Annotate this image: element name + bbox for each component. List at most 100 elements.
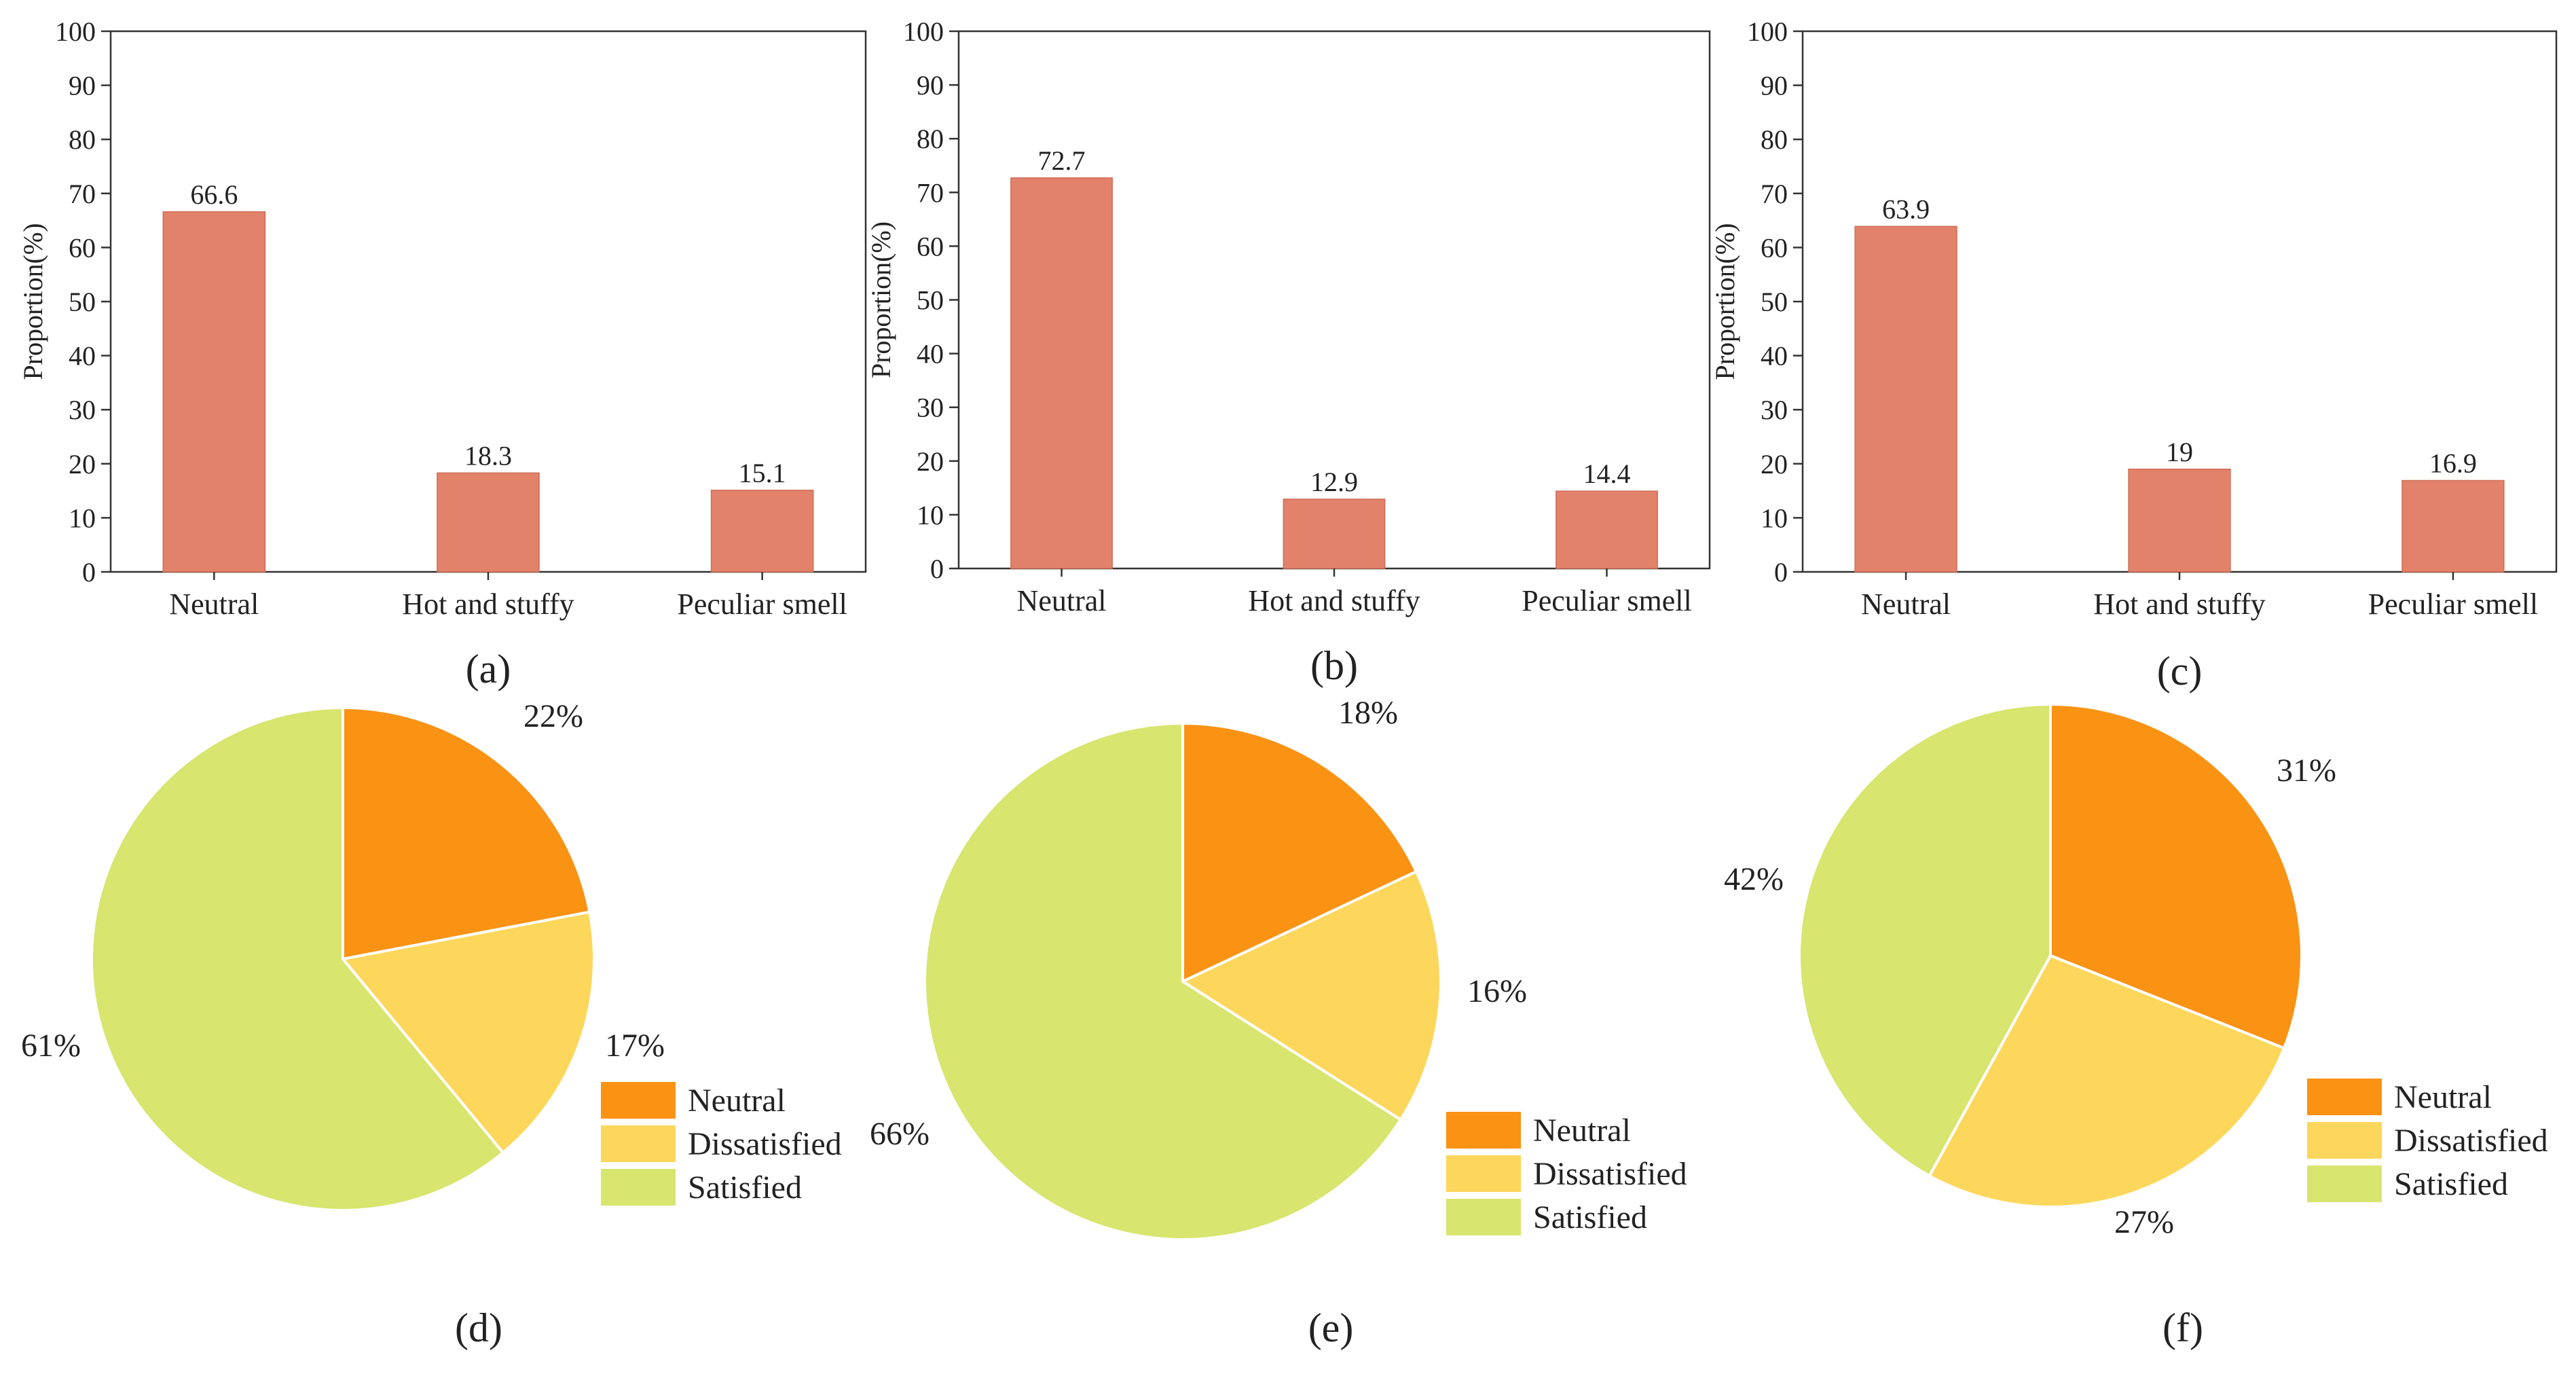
y-tick-label: 70 — [1761, 179, 1788, 209]
bar-chart-a: 0 10 20 30 40 50 60 70 80 90 100 Proportion(%) 66.6 N… — [18, 16, 867, 691]
bar-value-label: 19 — [2166, 437, 2193, 467]
bar-value-label: 18.3 — [464, 440, 512, 471]
bar — [437, 472, 540, 573]
legend-label: Dissatisfied — [688, 1126, 842, 1162]
bar-value-label: 14.4 — [1583, 458, 1630, 489]
figure-panels: 0102030405060708090100Proportion(%)66.6N… — [18, 16, 2558, 1350]
y-tick-label: 90 — [1761, 71, 1788, 101]
pie-slice-label: 17% — [605, 1028, 665, 1064]
pie-slice-label: 31% — [2277, 753, 2336, 789]
x-category-label: Neutral — [1861, 587, 1951, 621]
y-tick-label: 20 — [69, 449, 96, 480]
pie-slice — [2049, 702, 2303, 1050]
y-tick-label: 90 — [69, 71, 96, 101]
legend-swatch — [2307, 1079, 2382, 1115]
legend-label: Neutral — [2394, 1079, 2492, 1115]
x-category-label: Neutral — [169, 587, 259, 621]
legend-label: Satisfied — [688, 1170, 802, 1206]
pie-slice — [340, 910, 595, 1155]
pie-chart-e: 18% 16% 66% Neutral Dissatisfied Satisfied (e) — [870, 695, 1687, 1350]
bar-value-label: 63.9 — [1882, 194, 1930, 224]
pie-slice — [1179, 869, 1442, 1122]
y-tick-label: 50 — [1761, 287, 1788, 317]
legend-swatch — [601, 1125, 676, 1162]
pie-slice-label: 42% — [1724, 861, 1784, 897]
legend-swatch — [1446, 1199, 1521, 1235]
y-tick-label: 80 — [69, 124, 96, 155]
x-category-label: Peculiar smell — [1522, 584, 1692, 617]
pie-slice — [90, 706, 505, 1212]
pie-slice — [1181, 721, 1418, 984]
legend: Neutral Dissatisfied Satisfied — [2307, 1079, 2548, 1202]
y-tick-label: 90 — [917, 70, 944, 101]
panel-label: (e) — [1308, 1305, 1354, 1350]
legend-label: Satisfied — [1533, 1199, 1647, 1235]
y-tick-label: 40 — [1761, 341, 1788, 372]
x-category-label: Peculiar smell — [677, 587, 847, 621]
pie-chart-f: 31% 27% 42% Neutral Dissatisfied Satisfied (f) — [1724, 702, 2548, 1350]
legend-swatch — [2307, 1165, 2382, 1202]
pie-slice — [1928, 954, 2286, 1208]
y-tick-label: 80 — [1761, 124, 1788, 155]
x-category-label: Hot and stuffy — [1248, 584, 1420, 617]
pie-slice-label: 16% — [1467, 973, 1527, 1009]
y-tick-label: 10 — [917, 500, 944, 530]
bar — [710, 490, 814, 573]
bar-chart-b: 0 10 20 30 40 50 60 70 80 90 100 Proportion(%) 72.7 N… — [866, 16, 1711, 688]
pie-slice — [342, 706, 591, 961]
y-tick-label: 50 — [917, 285, 944, 316]
bar — [1556, 490, 1658, 569]
pie-slice-label: 18% — [1338, 695, 1398, 731]
y-tick-label: 100 — [55, 16, 96, 47]
y-tick-label: 70 — [917, 177, 944, 208]
panel-label: (b) — [1310, 643, 1358, 688]
legend: Neutral Dissatisfied Satisfied — [1446, 1112, 1687, 1235]
legend-label: Dissatisfied — [1533, 1156, 1687, 1192]
bar-value-label: 16.9 — [2429, 448, 2477, 478]
panel-label: (d) — [455, 1305, 502, 1350]
y-axis-title: Proportion(%) — [866, 221, 896, 378]
pie-chart-d: 22% 17% 61% Neutral Dissatisfied Satisfied (d) — [21, 698, 842, 1350]
pie-slice-label: 22% — [523, 698, 583, 734]
y-tick-label: 80 — [917, 124, 944, 154]
legend-swatch — [1446, 1112, 1521, 1149]
x-category-label: Hot and stuffy — [2093, 587, 2265, 621]
y-tick-label: 70 — [69, 179, 96, 209]
legend: Neutral Dissatisfied Satisfied — [601, 1082, 842, 1206]
bar — [1854, 225, 1957, 573]
pie-slice — [1798, 702, 2052, 1178]
y-tick-label: 0 — [930, 554, 944, 584]
y-tick-label: 20 — [917, 446, 944, 477]
pie-slice-label: 27% — [2114, 1204, 2174, 1240]
legend-swatch — [601, 1169, 676, 1206]
y-tick-label: 30 — [917, 393, 944, 423]
x-category-label: Hot and stuffy — [402, 587, 574, 621]
panel-label: (a) — [466, 647, 511, 691]
bar-value-label: 15.1 — [739, 458, 786, 488]
legend-label: Neutral — [1533, 1113, 1631, 1149]
y-tick-label: 20 — [1761, 449, 1788, 480]
y-tick-label: 50 — [69, 287, 96, 317]
y-tick-label: 100 — [1747, 16, 1788, 47]
y-axis-title: Proportion(%) — [18, 223, 48, 380]
bar-value-label: 72.7 — [1038, 145, 1086, 176]
y-tick-label: 100 — [903, 16, 944, 47]
bar — [1283, 499, 1386, 569]
legend-label: Dissatisfied — [2394, 1123, 2548, 1159]
y-tick-label: 60 — [69, 232, 96, 263]
panel-label: (c) — [2157, 649, 2203, 693]
y-tick-label: 30 — [1761, 395, 1788, 425]
x-category-label: Peculiar smell — [2368, 587, 2539, 621]
bar — [1010, 177, 1113, 569]
legend-swatch — [601, 1082, 676, 1119]
pie-slice-label: 61% — [21, 1028, 81, 1064]
y-tick-label: 60 — [917, 231, 944, 261]
bar — [2402, 480, 2505, 573]
y-tick-label: 40 — [69, 341, 96, 372]
bar — [162, 211, 266, 573]
bar — [2128, 469, 2231, 573]
y-tick-label: 60 — [1761, 232, 1788, 263]
legend-swatch — [2307, 1122, 2382, 1159]
y-tick-label: 0 — [1774, 557, 1788, 587]
legend-label: Satisfied — [2394, 1166, 2508, 1202]
